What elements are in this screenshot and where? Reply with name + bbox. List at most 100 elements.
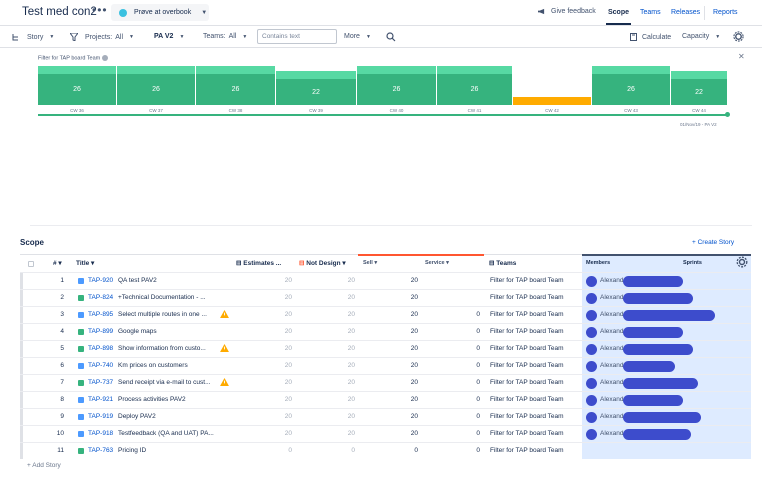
member-name[interactable]: Alexande [600,362,628,369]
estimate-value[interactable]: 20 [284,396,292,403]
member-name[interactable]: Alexande [600,413,628,420]
service-value[interactable]: 0 [476,379,480,386]
team-value[interactable]: Filter for TAP board Team [490,362,564,369]
sell-value[interactable]: 20 [410,311,418,318]
team-value[interactable]: Filter for TAP board Team [490,277,564,284]
teams-filter[interactable]: Teams: All ▼ [203,33,247,40]
sell-value[interactable]: 20 [410,379,418,386]
sell-value[interactable]: 0 [414,447,418,454]
not-design-value[interactable]: 20 [347,362,355,369]
table-row[interactable]: 1 TAP-920 QA test PAV2 20 20 20 Filter for TAP… [20,272,751,289]
member-name[interactable]: Alexande [600,277,628,284]
close-icon[interactable]: ✕ [738,52,745,61]
team-value[interactable]: Filter for TAP board Team [490,447,564,454]
member-name[interactable]: Alexande [600,294,628,301]
not-design-value[interactable]: 20 [347,277,355,284]
estimate-value[interactable]: 20 [284,311,292,318]
col-not-design[interactable]: ⊟ Not Design ▾ [299,260,346,267]
not-design-value[interactable]: 20 [347,413,355,420]
team-value[interactable]: Filter for TAP board Team [490,379,564,386]
sell-value[interactable]: 20 [410,294,418,301]
not-design-value[interactable]: 20 [347,311,355,318]
issue-title[interactable]: Pricing ID [118,447,147,454]
tab-teams[interactable]: Teams [640,9,661,16]
capacity-bar[interactable]: 26 [196,74,275,105]
estimate-value[interactable]: 20 [284,345,292,352]
search-icon[interactable] [386,32,396,42]
release-filter[interactable]: PA V2 ▼ [154,33,184,40]
service-value[interactable]: 0 [476,311,480,318]
sell-value[interactable]: 20 [410,328,418,335]
ellipsis-icon[interactable]: ••• [92,3,108,17]
col-sprints[interactable]: Sprints [683,260,702,266]
not-design-value[interactable]: 20 [347,379,355,386]
plan-title[interactable]: Test med con2 [22,6,97,18]
sell-value[interactable]: 20 [410,345,418,352]
col-hash[interactable]: # ▾ [53,260,62,267]
capacity-bar[interactable]: 22 [671,79,727,105]
filter-projects[interactable]: Projects: All ▼ [70,33,134,41]
issue-key-link[interactable]: TAP-899 [88,328,114,335]
member-name[interactable]: Alexande [600,345,628,352]
select-all-checkbox[interactable] [28,261,34,267]
estimate-value[interactable]: 20 [284,413,292,420]
service-value[interactable]: 0 [476,430,480,437]
issue-title[interactable]: Process activities PAV2 [118,396,186,403]
estimate-value[interactable]: 20 [284,430,292,437]
create-story-button[interactable]: + Create Story [692,239,735,246]
calculate-button[interactable]: Calculate [630,33,671,41]
estimate-value[interactable]: 20 [284,328,292,335]
capacity-bar[interactable]: 26 [437,74,512,105]
gear-icon[interactable] [733,31,744,42]
sell-value[interactable]: 20 [410,362,418,369]
service-value[interactable]: 0 [476,362,480,369]
issue-key-link[interactable]: TAP-920 [88,277,114,284]
member-name[interactable]: Alexande [600,379,628,386]
capacity-bar[interactable]: 26 [38,74,116,105]
estimate-value[interactable]: 20 [284,362,292,369]
service-value[interactable]: 0 [476,447,480,454]
not-design-value[interactable]: 20 [347,345,355,352]
issue-title[interactable]: Google maps [118,328,157,335]
estimate-value[interactable]: 0 [288,447,292,454]
team-value[interactable]: Filter for TAP board Team [490,430,564,437]
view-settings-dropdown[interactable]: Capacity ▼ [682,33,720,40]
warning-icon[interactable] [220,310,229,318]
scenario-selector[interactable]: Prøve at overbook ▼ [111,4,209,21]
issue-key-link[interactable]: TAP-895 [88,311,114,318]
capacity-bar[interactable]: 26 [117,74,195,105]
table-row[interactable]: 8 TAP-921 Process activities PAV2 20 20 20 0 Fi… [20,391,751,408]
table-row[interactable]: 2 TAP-824 +Technical Documentation - ... 20… [20,289,751,306]
issue-key-link[interactable]: TAP-737 [88,379,114,386]
sell-value[interactable]: 20 [410,396,418,403]
col-sell[interactable]: Sell ▾ [363,260,378,266]
not-design-value[interactable]: 0 [351,447,355,454]
section-divider[interactable] [30,225,752,226]
search-input[interactable]: Contains text [257,29,337,44]
issue-key-link[interactable]: TAP-918 [88,430,114,437]
issue-title[interactable]: Deploy PAV2 [118,413,156,420]
tab-scope[interactable]: Scope [605,9,632,25]
capacity-bar[interactable]: 22 [276,79,356,105]
issue-title[interactable]: Km prices on customers [118,362,188,369]
team-value[interactable]: Filter for TAP board Team [490,311,564,318]
issue-key-link[interactable]: TAP-824 [88,294,114,301]
issue-key-link[interactable]: TAP-740 [88,362,114,369]
table-row[interactable]: 4 TAP-899 Google maps 20 20 20 0 Filter for TAP… [20,323,751,340]
sell-value[interactable]: 20 [410,430,418,437]
not-design-value[interactable]: 20 [347,430,355,437]
estimate-value[interactable]: 20 [284,379,292,386]
service-value[interactable]: 0 [476,396,480,403]
issue-title[interactable]: Select multiple routes in one ... [118,311,207,318]
warning-icon[interactable] [220,344,229,352]
table-settings-gear-icon[interactable] [736,256,748,268]
give-feedback-button[interactable]: Give feedback [537,8,596,15]
team-value[interactable]: Filter for TAP board Team [490,294,564,301]
tab-releases[interactable]: Releases [671,9,701,16]
table-row[interactable]: 7 TAP-737 Send receipt via e-mail to cust.… [20,374,751,391]
col-teams[interactable]: ⊟ Teams [489,260,517,267]
estimate-value[interactable]: 20 [284,294,292,301]
not-design-value[interactable]: 20 [347,328,355,335]
add-story-button[interactable]: + Add Story [27,462,61,469]
issue-title[interactable]: Send receipt via e-mail to cust... [118,379,211,386]
